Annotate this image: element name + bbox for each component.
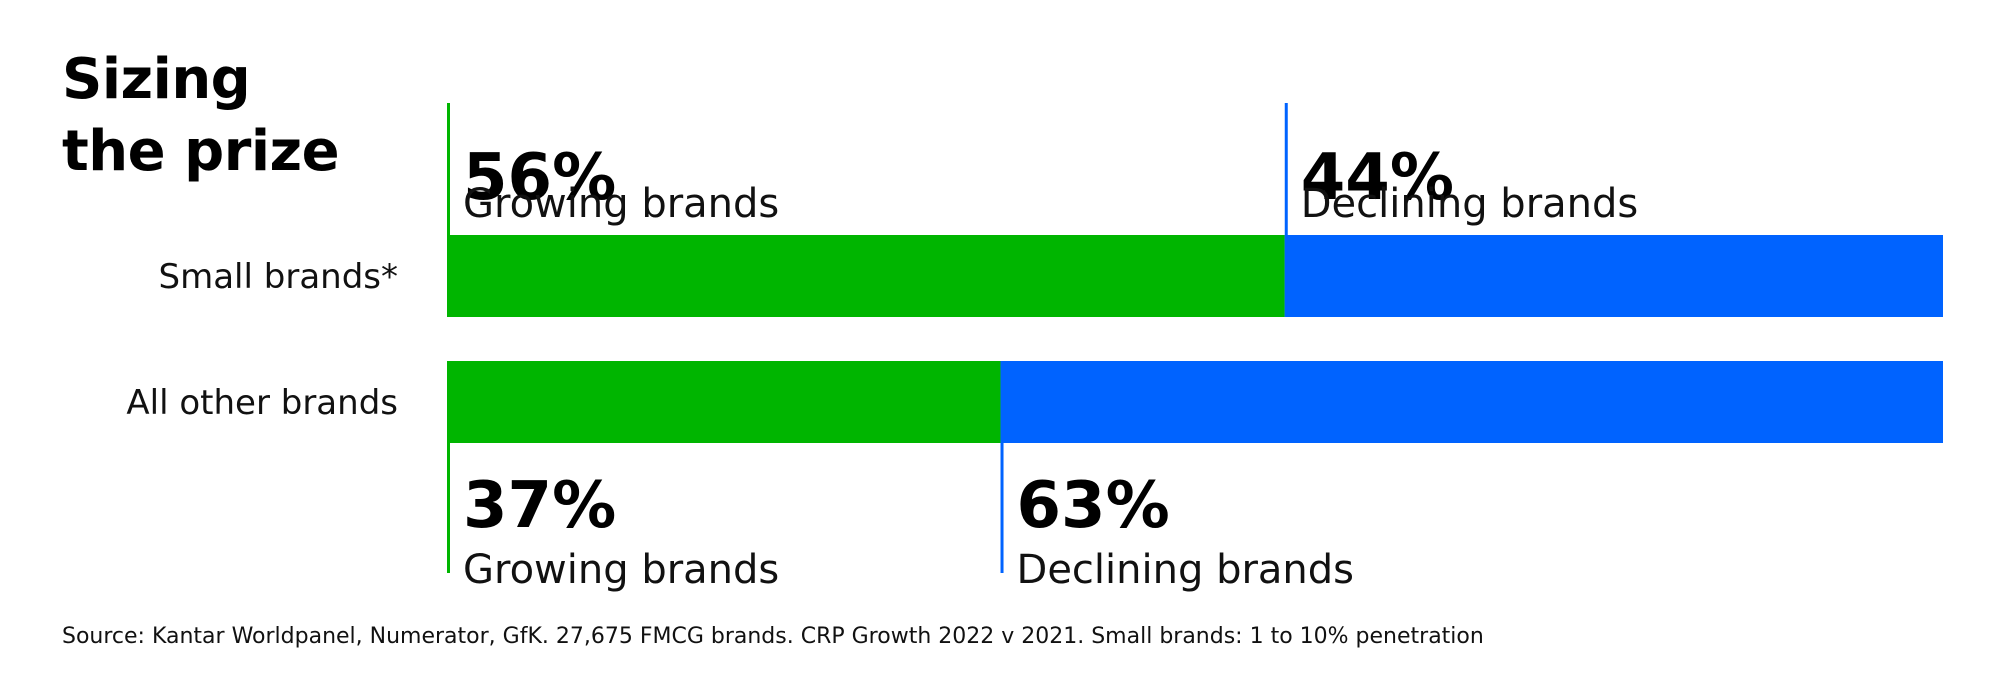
value-label-small-brands-declining-brands: 44% [1301, 141, 1454, 215]
series-label-all-other-brands-declining-brands: Declining brands [1017, 547, 1354, 593]
bar-segment-all-other-brands-growing-brands [447, 361, 1001, 443]
bar-segment-all-other-brands-declining-brands [1000, 361, 1943, 443]
series-label-all-other-brands-growing-brands: Growing brands [463, 547, 779, 593]
bar-segment-small-brands-growing-brands [447, 235, 1285, 317]
source-note: Source: Kantar Worldpanel, Numerator, Gf… [62, 624, 1484, 649]
category-label-small-brands: Small brands* [159, 257, 398, 297]
series-label-small-brands-growing-brands: Growing brands [463, 181, 779, 227]
chart-title: Sizing the prize [62, 44, 340, 188]
chart-title-line-1: Sizing [62, 47, 251, 112]
stacked-bar-chart: Small brands*56%Growing brands 44%Declini… [126, 103, 1943, 593]
bar-segment-small-brands-declining-brands [1284, 235, 1943, 317]
value-label-all-other-brands-declining-brands: 63% [1017, 469, 1170, 543]
chart-title-line-2: the prize [62, 119, 340, 184]
category-label-all-other-brands: All other brands [126, 383, 398, 423]
value-label-small-brands-growing-brands: 56% [463, 141, 616, 215]
value-label-all-other-brands-growing-brands: 37% [463, 469, 616, 543]
series-label-small-brands-declining-brands: Declining brands [1301, 181, 1638, 227]
